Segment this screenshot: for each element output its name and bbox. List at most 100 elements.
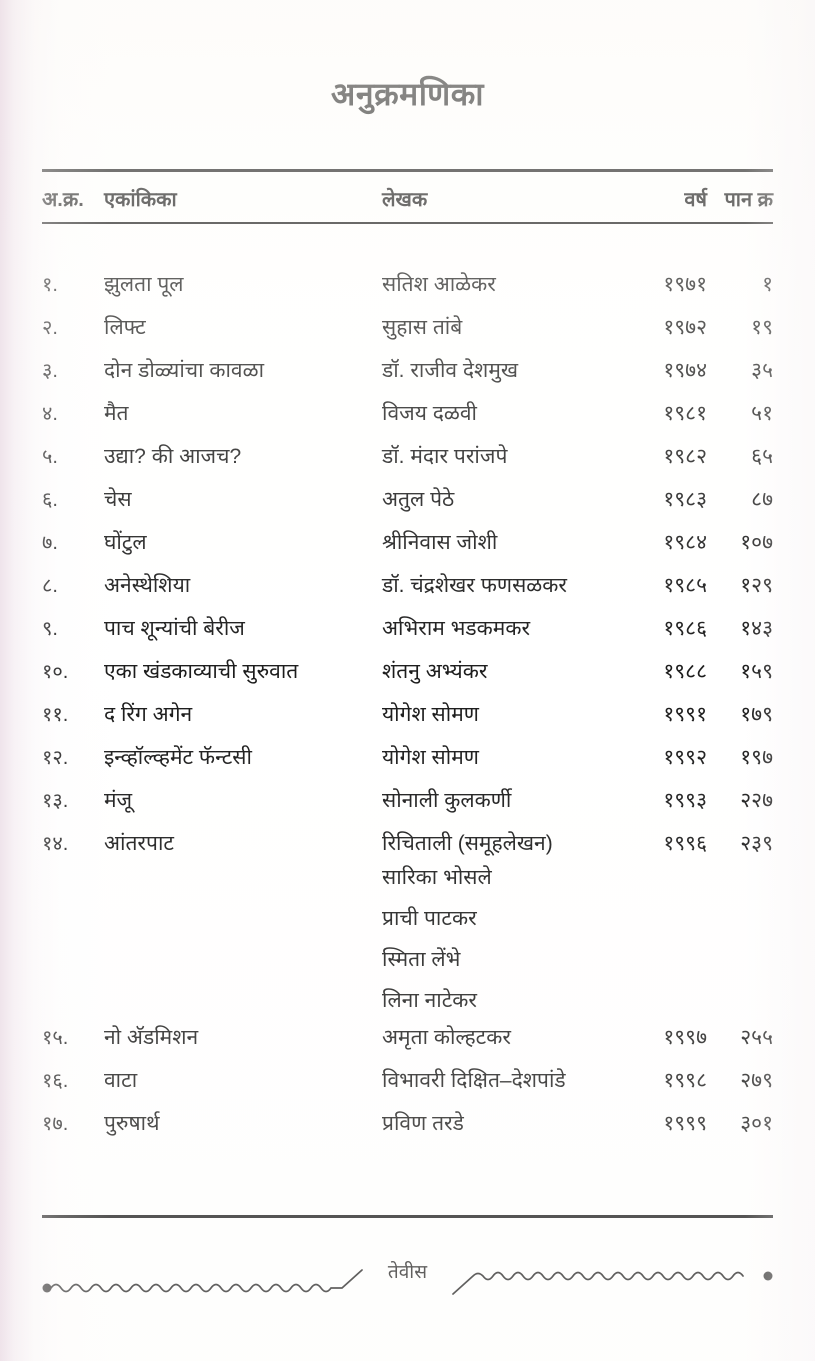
table-row: १४. आंतरपाट रिचिताली (समूहलेखन) सारिका भोसल… [42, 827, 773, 1021]
cell-author: श्रीनिवास जोशी [382, 528, 621, 556]
table-row: ९. पाच शून्यांची बेरीज अभिराम भडकमकर १९८६ १४… [42, 612, 773, 655]
cell-play-title: दोन डोळ्यांचा कावळा [104, 359, 265, 382]
cell-play-title: नो अ‍ॅडमिशन [104, 1026, 199, 1049]
cell-serial: ९. [42, 618, 58, 640]
cell-page-number: २३९ [740, 832, 773, 855]
table-top-rule [42, 169, 773, 172]
cell-year: १९९७ [663, 1026, 707, 1049]
cell-author: रिचिताली (समूहलेखन) सारिका भोसले प्राची पा… [382, 829, 621, 1021]
author-primary: श्रीनिवास जोशी [382, 531, 498, 554]
author-primary: अभिराम भडकमकर [382, 617, 531, 640]
cell-year: १९९९ [663, 1112, 707, 1135]
cell-play-title: अनेस्थेशिया [104, 574, 191, 597]
author-primary: विजय दळवी [382, 402, 477, 425]
table-row: ७. घोंटुल श्रीनिवास जोशी १९८४ १०७ [42, 526, 773, 569]
cell-year: १९८३ [663, 488, 707, 511]
cell-serial: ६. [42, 489, 58, 511]
cell-author: डॉ. राजीव देशमुख [382, 356, 621, 384]
author-primary: डॉ. मंदार परांजपे [382, 445, 508, 468]
author-additional: प्राची पाटकर [382, 907, 477, 930]
table-row: १६. वाटा विभावरी दिक्षित–देशपांडे १९९८ २७९ [42, 1064, 773, 1107]
cell-play-title: चेस [104, 488, 132, 511]
cell-author: डॉ. चंद्रशेखर फणसळकर [382, 571, 621, 599]
cell-author: सतिश आळेकर [382, 270, 621, 298]
cell-year: १९८६ [663, 617, 707, 640]
author-primary: अतुल पेठे [382, 488, 455, 511]
cell-author: विभावरी दिक्षित–देशपांडे [382, 1066, 621, 1094]
cell-year: १९८२ [663, 445, 707, 468]
cell-serial: ४. [42, 403, 58, 425]
cell-serial: १६. [42, 1070, 69, 1092]
table-row: १७. पुरुषार्थ प्रविण तरडे १९९९ ३०१ [42, 1107, 773, 1150]
footer-page-number: तेवीस [387, 1262, 428, 1283]
cell-page-number: २५५ [740, 1026, 773, 1049]
cell-page-number: २७९ [740, 1069, 773, 1092]
cell-serial: २. [42, 317, 58, 339]
cell-page-number: १४३ [740, 617, 773, 640]
table-row: ५. उद्या? की आजच? डॉ. मंदार परांजपे १९८२ ६५ [42, 440, 773, 483]
cell-play-title: इन्व्हॉल्व्हमेंट फॅन्टसी [104, 746, 252, 769]
cell-play-title: झुलता पूल [104, 273, 184, 296]
cell-author: सुहास तांबे [382, 313, 621, 341]
table-header-row: अ.क्र. एकांकिका लेखक वर्ष पान क्र [42, 178, 773, 218]
cell-play-title: लिफ्ट [104, 316, 146, 339]
column-header-year: वर्ष [684, 188, 707, 211]
author-primary: विभावरी दिक्षित–देशपांडे [382, 1069, 566, 1092]
cell-page-number: १९ [751, 316, 773, 339]
author-primary: शंतनु अभ्यंकर [382, 660, 488, 683]
table-row: १०. एका खंडकाव्याची सुरुवात शंतनु अभ्यंकर १… [42, 655, 773, 698]
table-bottom-rule [42, 1215, 773, 1218]
cell-play-title: घोंटुल [104, 531, 147, 554]
cell-serial: १७. [42, 1113, 69, 1135]
cell-year: १९९३ [663, 789, 707, 812]
table-row: १५. नो अ‍ॅडमिशन अमृता कोल्हटकर १९९७ २५५ [42, 1021, 773, 1064]
column-header-page: पान क्र [724, 188, 773, 211]
cell-author: सोनाली कुलकर्णी [382, 786, 621, 814]
author-primary: डॉ. राजीव देशमुख [382, 359, 519, 382]
cell-play-title: एका खंडकाव्याची सुरुवात [104, 660, 299, 683]
cell-page-number: ३५ [751, 359, 773, 382]
cell-play-title: मंजू [104, 789, 133, 812]
page-footer: तेवीस [42, 1258, 773, 1304]
cell-page-number: १२९ [740, 574, 773, 597]
table-row: ४. मैत विजय दळवी १९८१ ५१ [42, 397, 773, 440]
cell-serial: ११. [42, 704, 69, 726]
table-row: ८. अनेस्थेशिया डॉ. चंद्रशेखर फणसळकर १९८५ १२९ [42, 569, 773, 612]
author-primary: सोनाली कुलकर्णी [382, 789, 512, 812]
cell-page-number: ६५ [751, 445, 773, 468]
author-primary: सतिश आळेकर [382, 273, 496, 296]
cell-serial: ८. [42, 575, 58, 597]
cell-year: १९९६ [663, 832, 707, 855]
cell-year: १९९२ [663, 746, 707, 769]
cell-page-number: १९७ [740, 746, 773, 769]
cell-year: १९९१ [663, 703, 707, 726]
cell-serial: १५. [42, 1027, 69, 1049]
cell-author: योगेश सोमण [382, 743, 621, 771]
author-primary: अमृता कोल्हटकर [382, 1026, 511, 1049]
cell-author: प्रविण तरडे [382, 1109, 621, 1137]
cell-page-number: ८७ [751, 488, 773, 511]
cell-serial: १. [42, 274, 58, 296]
table-row: ११. द रिंग अगेन योगेश सोमण १९९१ १७९ [42, 698, 773, 741]
column-header-play: एकांकिका [104, 188, 177, 211]
cell-play-title: पाच शून्यांची बेरीज [104, 617, 245, 640]
page-title: अनुक्रमणिका [330, 76, 485, 112]
cell-author: शंतनु अभ्यंकर [382, 657, 621, 685]
table-of-contents: अ.क्र. एकांकिका लेखक वर्ष पान क्र १. झुलत… [42, 178, 773, 1136]
cell-serial: १३. [42, 790, 69, 812]
author-additional: सारिका भोसले [382, 866, 492, 889]
cell-page-number: १७९ [740, 703, 773, 726]
cell-year: १९८८ [663, 660, 707, 683]
table-body: १. झुलता पूल सतिश आळेकर १९७१ १ २. लिफ्ट सुहास त… [42, 268, 773, 1150]
cell-page-number: ५१ [751, 402, 773, 425]
cell-author: अभिराम भडकमकर [382, 614, 621, 642]
cell-year: १९८५ [663, 574, 707, 597]
cell-year: १९९८ [663, 1069, 707, 1092]
cell-author: विजय दळवी [382, 399, 621, 427]
cell-author: अतुल पेठे [382, 485, 621, 513]
cell-author: डॉ. मंदार परांजपे [382, 442, 621, 470]
cell-year: १९७४ [663, 359, 707, 382]
cell-page-number: २२७ [740, 789, 773, 812]
cell-author: योगेश सोमण [382, 700, 621, 728]
